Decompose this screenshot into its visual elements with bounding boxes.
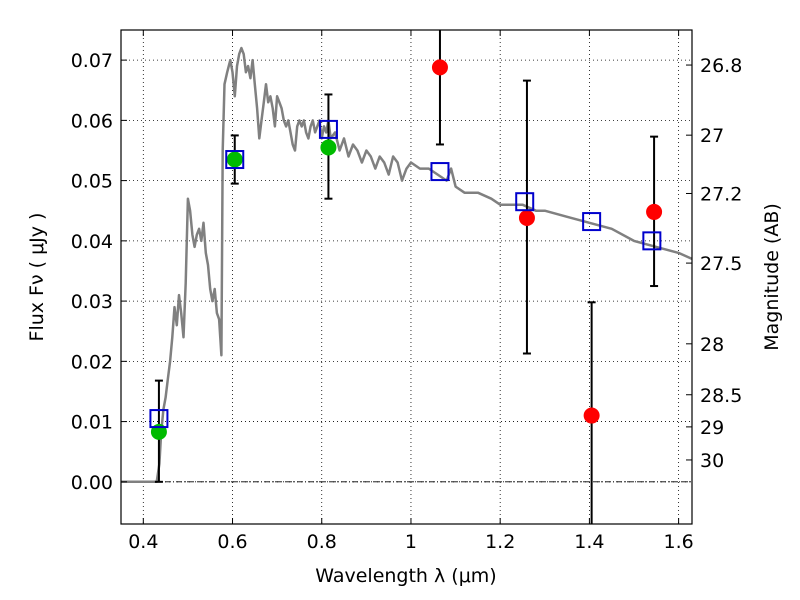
right-tick-label: 26.8 (700, 55, 742, 77)
error-bars (154, 30, 659, 524)
y-tick-label: 0.07 (71, 50, 113, 72)
axis-ticks: 0.4 0.6 0.8 1 1.2 1.4 1.6 0.00 0.01 0.02 0.03 0.04 0… (71, 30, 742, 553)
red-data-point (583, 407, 600, 424)
right-tick-label: 27 (700, 125, 724, 147)
y-tick-label: 0.05 (71, 171, 113, 193)
right-tick-label: 29 (700, 417, 724, 439)
plot-frame (120, 29, 693, 525)
x-tick-label: 0.6 (217, 531, 247, 553)
model-square-point (225, 150, 245, 170)
y-tick-label: 0.00 (71, 472, 113, 494)
model-square-point (149, 409, 169, 429)
right-tick-label: 28 (700, 334, 724, 356)
y-tick-label: 0.02 (71, 351, 113, 373)
x-tick-label: 1.4 (574, 531, 604, 553)
right-tick-label: 27.5 (700, 253, 742, 275)
model-square-point (642, 231, 662, 251)
model-square-point (430, 162, 450, 182)
right-tick-label: 27.2 (700, 183, 742, 205)
grid (121, 30, 692, 524)
x-tick-label: 0.4 (128, 531, 158, 553)
right-tick-label: 28.5 (700, 385, 742, 407)
model-sed-path (121, 46, 693, 484)
model-square-point (318, 119, 338, 139)
red-data-point (518, 209, 535, 226)
right-tick-label: 30 (700, 450, 724, 472)
x-tick-label: 1.6 (664, 531, 694, 553)
x-tick-label: 1.2 (485, 531, 515, 553)
x-tick-label: 0.8 (307, 531, 337, 553)
green-data-point (226, 151, 243, 168)
model-square-point (515, 192, 535, 212)
y-tick-label: 0.01 (71, 412, 113, 434)
y-axis-label: Flux Fν ( μJy ) (26, 213, 48, 342)
green-data-point (320, 139, 337, 156)
y-tick-label: 0.06 (71, 110, 113, 132)
y-tick-label: 0.04 (71, 231, 113, 253)
model-sed-line (121, 46, 693, 484)
y-tick-label: 0.03 (71, 291, 113, 313)
red-data-point (431, 59, 448, 76)
model-square-point (582, 212, 602, 232)
x-tick-label: 1 (405, 531, 417, 553)
red-data-point (646, 203, 663, 220)
data-points (149, 59, 663, 440)
y-right-axis-label: Magnitude (AB) (761, 203, 783, 351)
x-axis-label: Wavelength λ (μm) (315, 565, 496, 587)
